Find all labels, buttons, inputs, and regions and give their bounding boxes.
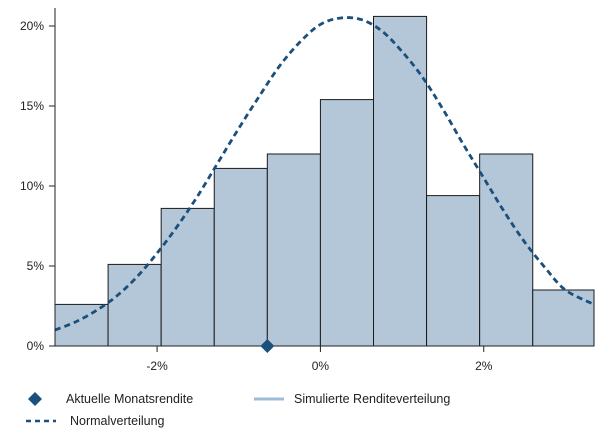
histogram-bars — [54, 15, 595, 347]
y-tick-label: 0% — [27, 339, 45, 353]
axes — [49, 8, 594, 352]
x-tick-label: -2% — [146, 359, 168, 373]
legend-label-current-return: Aktuelle Monatsrendite — [66, 392, 194, 406]
histogram-bar — [426, 195, 481, 347]
y-tick-label: 10% — [20, 179, 44, 193]
histogram-bar — [107, 263, 162, 347]
x-tick-label: 0% — [312, 359, 330, 373]
normal-curve-layer — [54, 16, 595, 332]
histogram-bar — [319, 99, 374, 347]
histogram-bar — [160, 207, 215, 347]
tick-labels: 0% 5% 10% 15% 20% -2% 0% 2% — [20, 19, 493, 373]
histogram-bar — [532, 289, 595, 347]
y-tick-label: 20% — [20, 19, 44, 33]
legend: Aktuelle Monatsrendite Simulierte Rendit… — [26, 392, 588, 432]
histogram-bar — [213, 167, 268, 347]
x-tick-label: 2% — [475, 359, 493, 373]
dashed-line-icon — [26, 419, 56, 423]
y-tick-label: 15% — [20, 99, 44, 113]
marker-layer — [260, 339, 275, 353]
histogram-bar — [479, 153, 534, 347]
normal-distribution-curve — [54, 16, 595, 332]
solid-line-icon — [254, 397, 284, 401]
histogram-bar — [54, 303, 109, 347]
histogram-bar — [373, 15, 428, 347]
histogram-bar — [266, 153, 321, 347]
current-return-marker — [260, 339, 275, 353]
legend-label-simulated-distribution: Simulierte Renditeverteilung — [294, 392, 451, 406]
legend-item-simulated-distribution: Simulierte Renditeverteilung — [254, 392, 450, 406]
diamond-icon — [28, 392, 42, 406]
legend-label-normal-distribution: Normalverteilung — [70, 414, 165, 428]
legend-item-current-return: Aktuelle Monatsrendite — [28, 392, 193, 406]
legend-item-normal-distribution: Normalverteilung — [26, 414, 164, 428]
y-tick-label: 5% — [27, 259, 45, 273]
